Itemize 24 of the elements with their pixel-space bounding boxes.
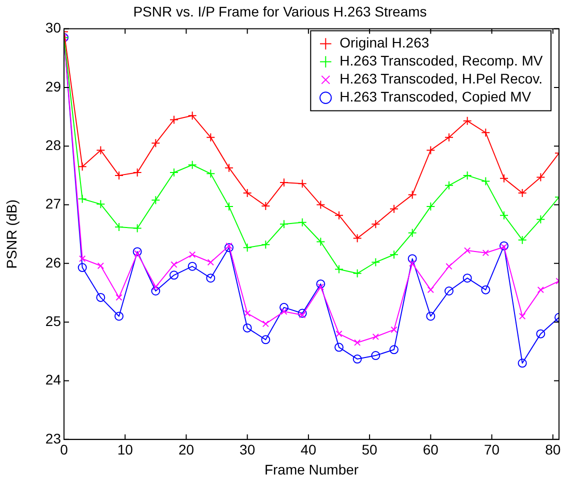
y-tick-label: 26 <box>45 254 62 270</box>
x-tick-label: 0 <box>60 442 68 458</box>
y-tick-label: 23 <box>45 430 62 446</box>
legend-label: H.263 Transcoded, Copied MV <box>340 88 532 105</box>
x-axis-title: Frame Number <box>264 461 359 478</box>
y-tick-label: 27 <box>45 196 62 212</box>
y-tick-label: 28 <box>45 136 62 153</box>
y-tick-label: 29 <box>45 78 62 94</box>
y-tick-label: 25 <box>45 312 62 329</box>
x-tick-label: 70 <box>484 442 500 458</box>
legend-label: Original H.263 <box>340 34 430 51</box>
legend-label: H.263 Transcoded, Recomp. MV <box>340 52 544 69</box>
x-tick-label: 80 <box>545 442 561 458</box>
x-tick-label: 10 <box>117 442 134 458</box>
x-tick-label: 50 <box>362 442 378 458</box>
y-tick-label: 30 <box>45 20 62 36</box>
x-tick-label: 40 <box>300 442 316 458</box>
chart-title: PSNR vs. I/P Frame for Various H.263 Streams <box>133 3 427 20</box>
legend-label: H.263 Transcoded, H.Pel Recov. <box>340 70 542 87</box>
x-tick-label: 60 <box>422 442 439 458</box>
y-axis-title: PSNR (dB) <box>3 199 20 269</box>
x-tick-label: 20 <box>178 442 194 458</box>
x-tick-label: 30 <box>240 442 256 458</box>
y-tick-label: 24 <box>45 372 62 388</box>
